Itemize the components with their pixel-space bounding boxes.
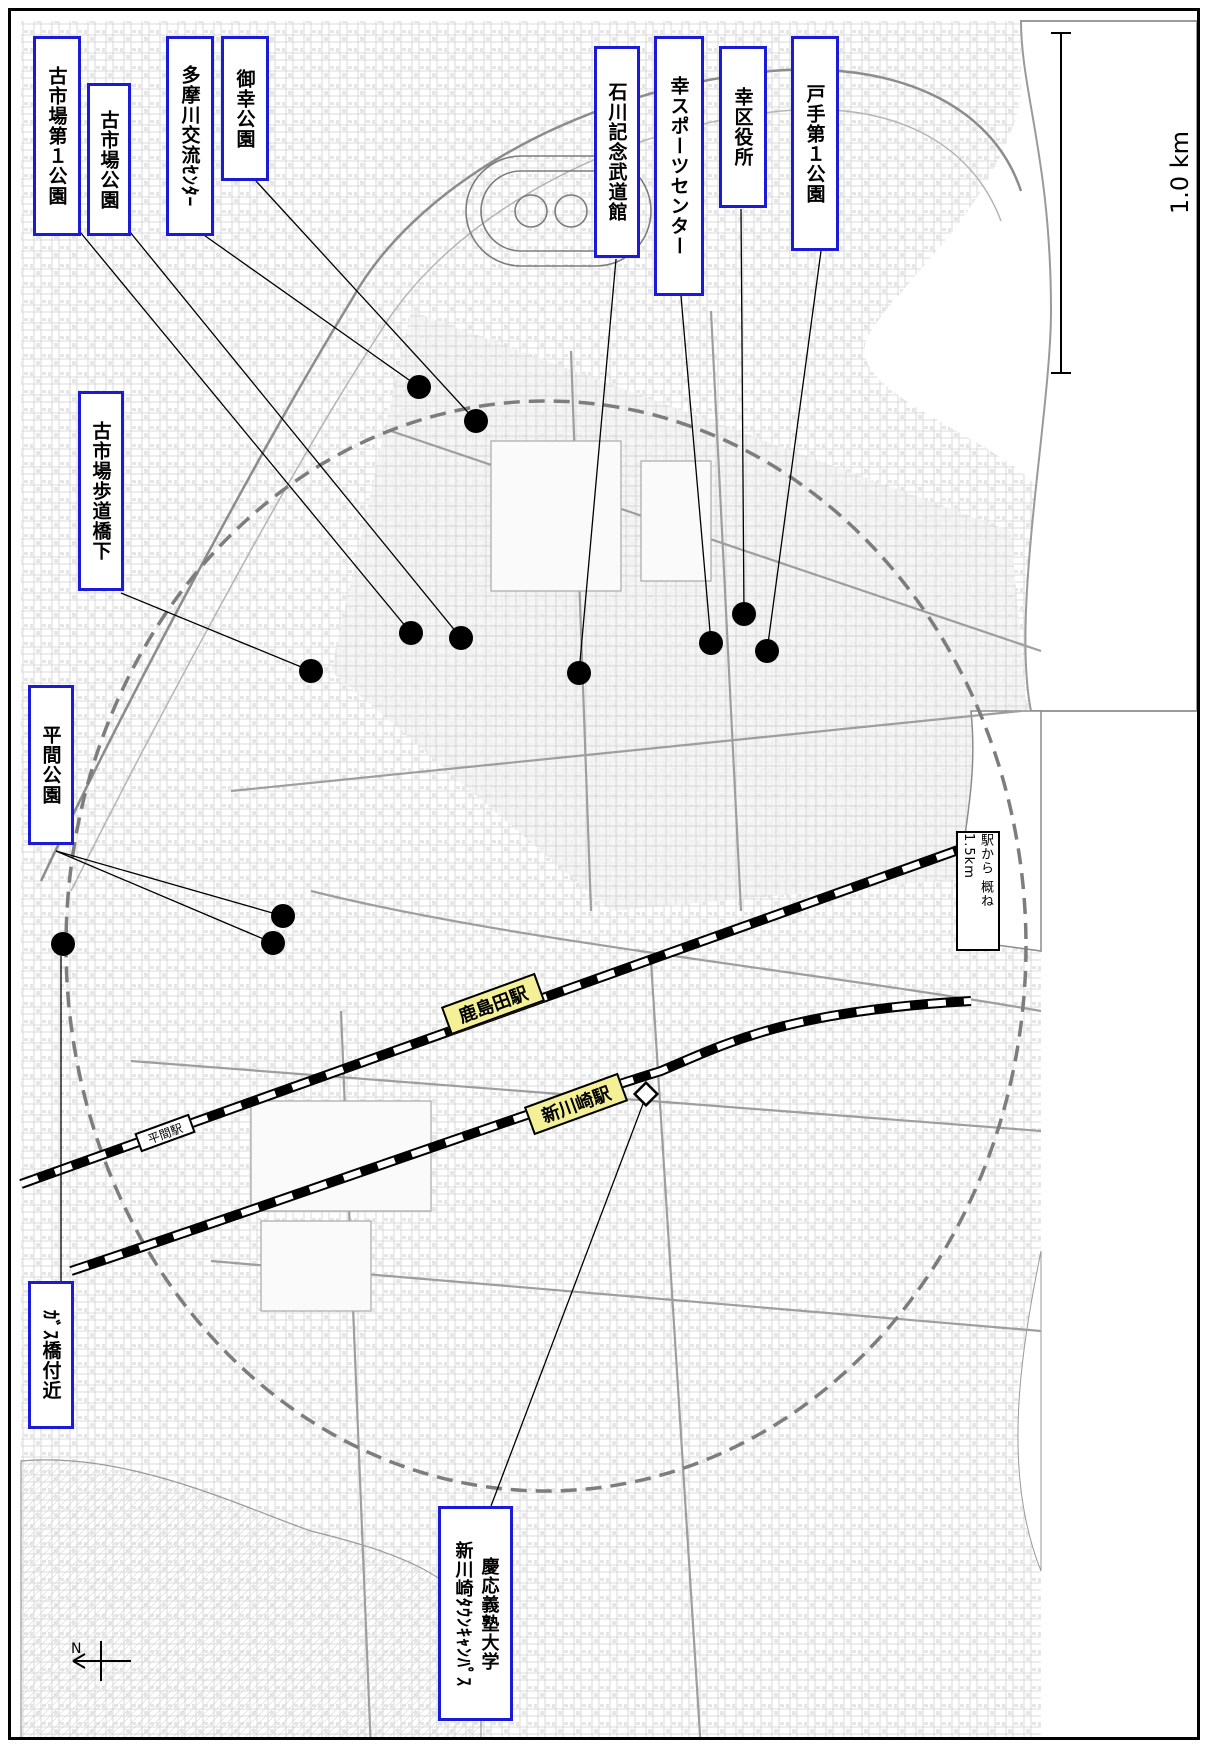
label-misaiwai-park: 御幸公園 [221,36,269,181]
site-marker-saiwai-sports-center [699,631,723,655]
site-marker-gas-bridge [51,932,75,956]
label-tamagawa-center: 多摩川交流ｾﾝﾀｰ [166,36,214,236]
north-label: N [71,1641,82,1657]
label-campus: 慶応義塾大学 新川崎ﾀｳﾝｷｬﾝﾊﾟｽ [438,1506,513,1721]
site-marker-furuichiba-park [449,626,473,650]
label-furuichiba-park: 古市場公園 [87,83,131,236]
label-furuichiba-1-park: 古市場第１公園 [33,36,81,236]
site-markers[interactable] [51,375,779,956]
riverbank-north [39,68,1023,882]
site-marker-hirama-park-b [261,931,285,955]
site-marker-ishikawa-budokan [567,661,591,685]
site-marker-furuichiba-1-park [399,621,423,645]
label-hirama-park: 平間公園 [28,685,74,845]
map-frame: 古市場第１公園 古市場公園 多摩川交流ｾﾝﾀｰ 御幸公園 古市場歩道橋下 平間公… [8,8,1200,1740]
campus-name-line2: 新川崎ﾀｳﾝｷｬﾝﾊﾟｽ [452,1540,474,1687]
map-canvas[interactable] [11,11,1197,1737]
site-marker-furuichiba-footbridge [299,659,323,683]
north-arrow-icon [72,1641,131,1681]
label-ishikawa-budokan: 石川記念武道館 [594,46,640,258]
label-saiwai-ward-office: 幸区役所 [719,46,767,208]
label-furuichiba-footbridge: 古市場歩道橋下 [78,391,124,591]
scale-bar [1051,32,1071,374]
site-marker-saiwai-ward-office [732,602,756,626]
site-marker-tode-1-park [755,639,779,663]
campus-name-line1: 慶応義塾大学 [478,1556,500,1671]
campus-marker[interactable] [632,1080,660,1108]
radius-label: 駅から 概ね1.5km [956,831,1000,951]
label-tode-1-park: 戸手第１公園 [791,36,839,251]
tama-river [1019,20,1197,712]
scale-label: 1.0 km [1166,131,1194,215]
label-saiwai-sports-center: 幸スポーツセンター [654,36,704,296]
site-marker-misaiwai-park [464,409,488,433]
leader-lines [55,180,822,1507]
site-marker-tamagawa-center [407,375,431,399]
label-gas-bridge: ｶﾞｽ橋付近 [28,1281,74,1429]
site-marker-hirama-park-a [271,904,295,928]
riverbank-north-inner [70,108,1002,892]
